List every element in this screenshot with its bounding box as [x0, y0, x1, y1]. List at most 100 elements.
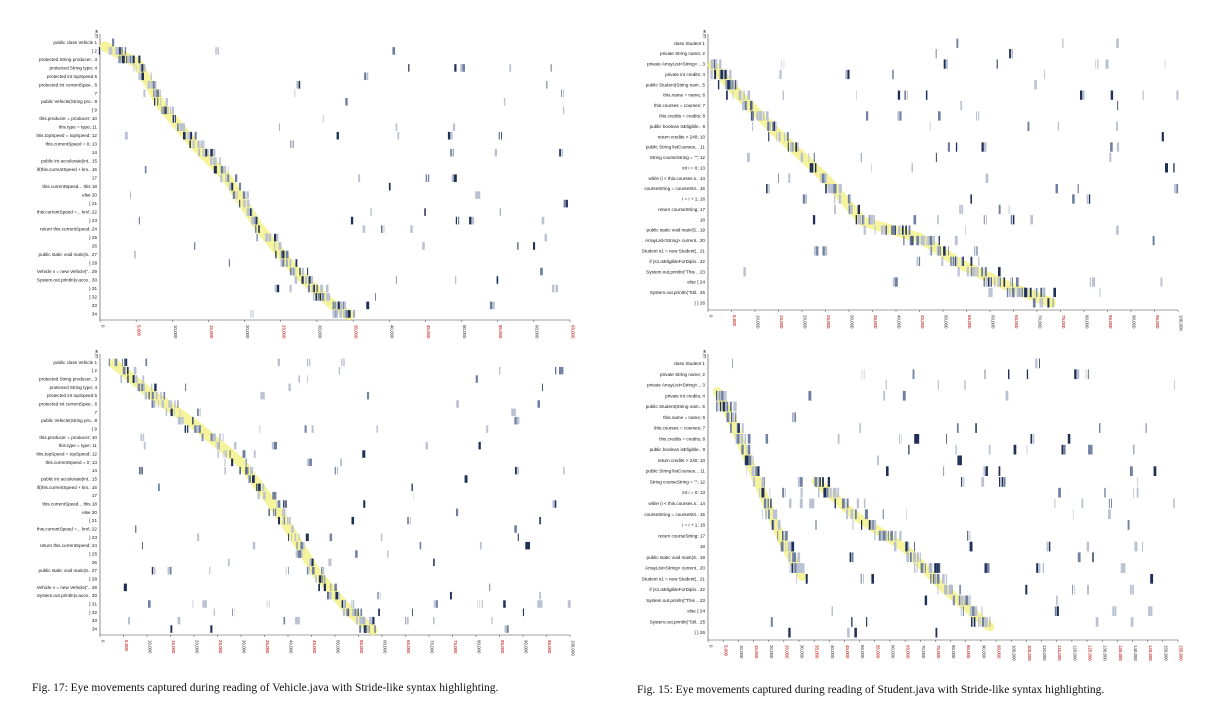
- fixation-mark: [163, 106, 165, 115]
- fixation-mark: [263, 491, 266, 500]
- fixation-mark: [795, 574, 797, 584]
- eye-movement-plot: Line class Student 1 private String name; …: [642, 349, 1184, 661]
- fixation-mark: [851, 617, 853, 627]
- x-tick-label: 5,000: [137, 325, 142, 337]
- x-tick-label: 0: [709, 645, 714, 648]
- fixation-mark: [410, 225, 413, 233]
- fixation-mark: [455, 216, 457, 225]
- fixation-mark: [197, 425, 199, 433]
- fixation-mark: [1133, 487, 1134, 498]
- fixation-mark: [766, 111, 769, 121]
- fixation-mark: [210, 148, 213, 157]
- fixation-mark: [950, 256, 952, 266]
- fixation-mark: [998, 267, 1001, 277]
- fixation-mark: [189, 140, 191, 148]
- fixation-mark: [719, 401, 722, 412]
- fixation-mark: [1052, 298, 1054, 308]
- fixation-mark: [1130, 584, 1132, 595]
- fixation-mark: [334, 310, 336, 318]
- fixation-mark: [306, 566, 309, 575]
- fixation-mark: [765, 509, 768, 520]
- code-line-label: String courseString = ""; 12: [650, 479, 706, 484]
- fixation-mark: [1048, 541, 1051, 552]
- fixation-mark: [945, 574, 947, 584]
- fixation-mark: [239, 199, 241, 208]
- fixation-mark: [1005, 390, 1009, 401]
- fixation-mark: [343, 600, 345, 608]
- fixation-mark: [990, 287, 993, 298]
- fixation-mark: [127, 366, 129, 375]
- fixation-mark: [854, 627, 857, 638]
- fixation-mark: [129, 55, 132, 64]
- fixation-mark: [345, 98, 348, 106]
- fixation-mark: [517, 533, 519, 542]
- y-axis-label: Line: [94, 349, 99, 358]
- fixation-mark: [747, 152, 750, 163]
- fixation-mark: [279, 242, 282, 250]
- fixation-mark: [945, 584, 947, 595]
- fixation-mark: [121, 47, 123, 55]
- fixation-mark: [819, 173, 821, 183]
- fixation-mark: [320, 284, 323, 293]
- x-tick-label: 50,000: [336, 640, 341, 654]
- fixation-mark: [305, 533, 309, 542]
- code-line-label: else { 24: [687, 609, 705, 614]
- fixation-mark: [741, 444, 744, 455]
- fixation-mark: [719, 69, 721, 80]
- fixation-mark: [213, 433, 216, 442]
- fixation-mark: [1072, 194, 1075, 204]
- fixation-mark: [847, 498, 849, 509]
- x-tick-label: 40,000: [390, 325, 395, 339]
- fixation-mark: [117, 47, 120, 55]
- fixation-mark: [464, 475, 468, 483]
- fixation-mark: [1097, 59, 1099, 69]
- fixation-mark: [298, 533, 300, 542]
- fixation-mark: [741, 423, 744, 433]
- fixation-mark: [848, 204, 851, 215]
- fixation-mark: [863, 225, 866, 235]
- fixation-mark: [847, 194, 850, 204]
- code-line-label: private int credits; 4: [665, 393, 705, 398]
- fixation-mark: [849, 552, 852, 563]
- fixation-mark: [350, 600, 352, 608]
- fixation-mark: [1072, 509, 1074, 520]
- fixation-mark: [735, 434, 738, 444]
- fixation-mark: [984, 369, 986, 380]
- fixation-mark: [916, 434, 920, 444]
- fixation-mark: [362, 225, 366, 233]
- fixation-mark: [987, 277, 991, 287]
- fixation-mark: [567, 600, 571, 608]
- eye-movement-plot: Line public class Vehicle 1 { 2 protected S…: [36, 349, 575, 656]
- fixation-mark: [1174, 184, 1176, 194]
- fixation-mark: [936, 246, 939, 256]
- fixation-mark: [965, 225, 966, 235]
- fixation-mark: [1034, 287, 1036, 298]
- fixation-mark: [407, 516, 409, 525]
- code-line-label: return this.currentSpeed; 24: [40, 227, 97, 232]
- fixation-mark: [851, 204, 853, 215]
- fixation-mark: [232, 191, 236, 199]
- fixation-mark: [192, 416, 194, 425]
- fixation-mark: [378, 608, 380, 617]
- fixation-mark: [243, 191, 246, 199]
- fixation-mark: [411, 483, 413, 492]
- fixation-mark: [935, 627, 938, 638]
- fixation-mark: [335, 591, 339, 600]
- fixation-mark: [299, 267, 301, 276]
- fixation-mark: [278, 516, 280, 525]
- fixation-mark: [283, 616, 286, 625]
- fixation-mark: [165, 98, 168, 106]
- x-tick-label: 20,000: [245, 325, 250, 339]
- fixation-mark: [291, 533, 292, 542]
- fixation-mark: [251, 208, 253, 216]
- fixation-mark: [936, 563, 939, 573]
- fixation-mark: [256, 233, 258, 242]
- fixation-mark: [772, 121, 775, 131]
- x-tick-label: 125,000: [1088, 645, 1093, 661]
- fixation-mark: [856, 498, 859, 509]
- fixation-mark: [931, 574, 933, 584]
- fixation-mark: [870, 215, 873, 225]
- fixation-mark: [894, 530, 897, 541]
- fixation-mark: [1063, 444, 1066, 455]
- x-tick-label: 65,000: [571, 325, 576, 339]
